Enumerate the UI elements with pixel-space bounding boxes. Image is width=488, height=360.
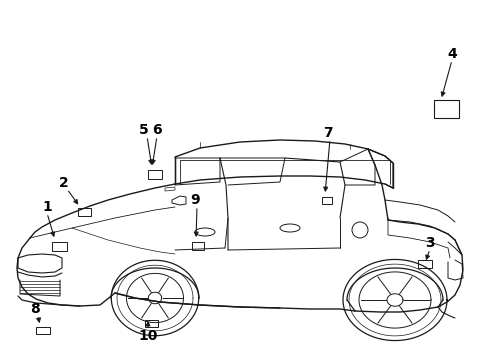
- Bar: [148, 170, 162, 179]
- Text: 6: 6: [152, 123, 162, 137]
- Bar: [78, 208, 91, 216]
- Bar: [321, 197, 331, 204]
- Bar: [145, 320, 158, 327]
- Bar: [36, 327, 50, 334]
- Bar: [192, 242, 203, 250]
- Text: 7: 7: [323, 126, 332, 140]
- Text: 1: 1: [42, 200, 52, 214]
- Text: 3: 3: [425, 236, 434, 250]
- Bar: [52, 242, 67, 251]
- Text: 8: 8: [30, 302, 40, 316]
- Text: 10: 10: [138, 329, 157, 343]
- Text: 9: 9: [190, 193, 200, 207]
- Text: 2: 2: [59, 176, 69, 190]
- Text: 5: 5: [139, 123, 148, 137]
- Bar: [417, 260, 431, 268]
- Bar: [433, 100, 458, 118]
- Text: 4: 4: [446, 47, 456, 61]
